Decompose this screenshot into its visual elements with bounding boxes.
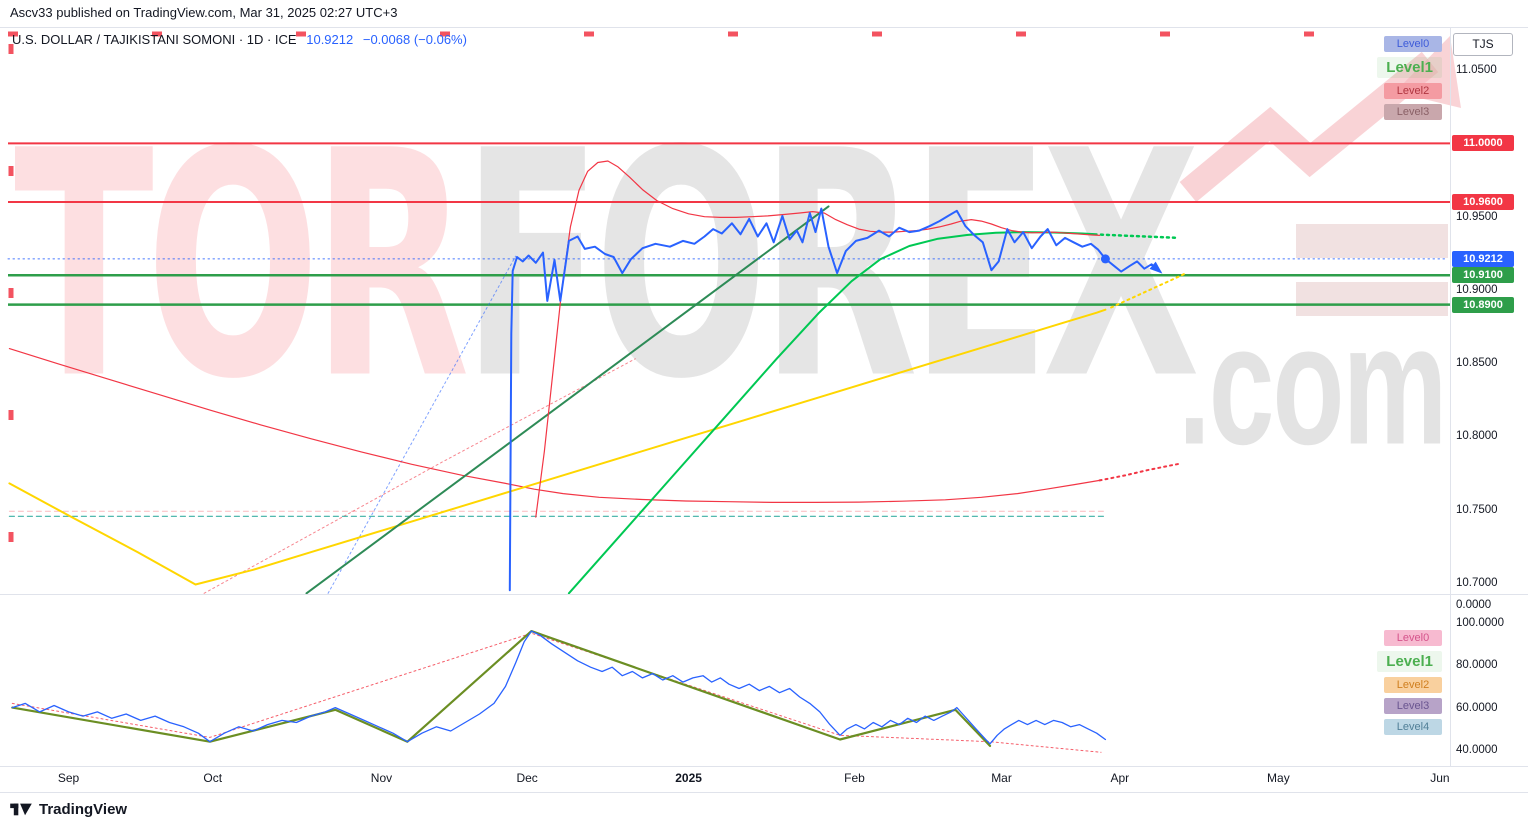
series-osc-dotted-red xyxy=(11,632,1102,753)
price-axis-label: 10.7000 xyxy=(1456,577,1498,589)
series-ma-slow-red xyxy=(8,348,1101,503)
time-axis-label: Oct xyxy=(203,771,223,785)
series-trend-yellow xyxy=(8,308,1107,586)
legend-badge-level1: Level1 xyxy=(1377,651,1442,672)
time-axis-label: Jun xyxy=(1430,771,1450,785)
symbol-title: U.S. DOLLAR / TAJIKISTANI SOMONI · 1D · … xyxy=(12,32,297,47)
price-level-badge: 11.0000 xyxy=(1452,135,1514,152)
legend-badge-level3: Level3 xyxy=(1384,104,1442,120)
time-axis[interactable]: Sep Oct Nov Dec 2025 Feb Mar Apr May Jun xyxy=(0,766,1528,792)
time-axis-label: Nov xyxy=(370,771,393,785)
last-price: 10.9212 xyxy=(306,32,354,47)
price-axis-label: 10.9000 xyxy=(1456,283,1498,296)
legend-badge-level2: Level2 xyxy=(1384,677,1442,693)
legend-badge-level0: Level0 xyxy=(1384,630,1442,646)
time-axis-separator xyxy=(0,766,1528,767)
series-trend-dark-green xyxy=(305,205,830,595)
watermark-bar xyxy=(1296,224,1448,258)
price-change: −0.0068 (−0.06%) xyxy=(362,32,467,47)
footer-separator xyxy=(0,792,1528,793)
series-diag-dotted-blue xyxy=(327,255,517,594)
legend-badge-level4: Level4 xyxy=(1384,719,1442,735)
published-line: Ascv33 published on TradingView.com, Mar… xyxy=(10,5,398,20)
current-price-dot xyxy=(1100,254,1110,264)
series-trend-bright-green-projection xyxy=(1099,233,1181,240)
price-axis-separator xyxy=(1450,27,1451,766)
price-direction-arrow-icon xyxy=(1149,261,1163,274)
series-ma-slow-red-projection xyxy=(1098,462,1182,482)
currency-unit-button[interactable]: TJS xyxy=(1453,33,1513,56)
price-axis-label: 0.0000 xyxy=(1456,598,1492,611)
watermark-suffix: .com xyxy=(1178,289,1447,482)
footer: TradingView xyxy=(0,793,1528,827)
legend-badge-level1: Level1 xyxy=(1377,57,1442,78)
price-axis[interactable]: 11.0500 10.9500 10.9000 10.8500 10.8000 10.75… xyxy=(1450,0,1528,827)
price-axis-label: 40.0000 xyxy=(1456,744,1498,757)
price-axis-label: 10.8500 xyxy=(1456,357,1498,370)
series-trend-yellow-projection xyxy=(1110,272,1186,309)
panel-separator xyxy=(0,594,1528,595)
header-separator xyxy=(0,27,1528,28)
legend-badge-level2: Level2 xyxy=(1384,83,1442,99)
watermark-brand-red: TOR xyxy=(14,86,470,448)
legend-badge-level3: Level3 xyxy=(1384,698,1442,714)
tradingview-logo-text: TradingView xyxy=(39,800,128,818)
symbol-header: U.S. DOLLAR / TAJIKISTANI SOMONI · 1D · … xyxy=(12,32,467,47)
price-axis-label: 11.0500 xyxy=(1456,64,1497,77)
price-axis-label: 10.8000 xyxy=(1456,430,1498,443)
price-axis-label: 60.0000 xyxy=(1456,701,1498,714)
time-axis-label: May xyxy=(1267,771,1290,785)
series-osc-blue xyxy=(11,630,1107,745)
current-price-badge: 10.9212 xyxy=(1452,250,1514,267)
time-axis-label: Feb xyxy=(844,771,865,785)
series-price xyxy=(508,207,1162,592)
watermark-arrow-icon xyxy=(1179,51,1439,203)
time-axis-label: Apr xyxy=(1110,771,1130,785)
price-level-badge: 10.9100 xyxy=(1452,267,1514,284)
series-trend-bright-green xyxy=(567,231,1098,595)
price-axis-label: 10.7500 xyxy=(1456,503,1498,516)
price-level-badge: 10.9600 xyxy=(1452,194,1514,211)
legend-badge-level0: Level0 xyxy=(1384,36,1442,52)
series-ma-fast-red xyxy=(535,160,1101,518)
price-axis-label: 100.0000 xyxy=(1456,616,1504,629)
watermark: TORFOREX .com xyxy=(14,111,1447,471)
watermark-brand: TORFOREX xyxy=(14,111,1200,424)
tradingview-logo-icon xyxy=(10,803,32,816)
price-level-badge: 10.8900 xyxy=(1452,296,1514,313)
price-axis-label: 10.9500 xyxy=(1456,210,1498,223)
main-panel-legend: Level0 Level1 Level2 Level3 xyxy=(1377,36,1442,120)
time-axis-label: 2025 xyxy=(675,771,702,785)
series-diag-dotted-red xyxy=(203,358,636,594)
watermark-bar xyxy=(1296,282,1448,316)
time-axis-label: Sep xyxy=(57,771,80,785)
series-osc-olive-trend xyxy=(11,629,992,748)
watermark-brand-gray: FOREX xyxy=(461,86,1200,448)
lower-panel-legend: Level0 Level1 Level2 Level3 Level4 xyxy=(1377,630,1442,735)
price-axis-label: 80.0000 xyxy=(1456,659,1498,672)
tradingview-logo[interactable]: TradingView xyxy=(10,800,127,818)
time-axis-label: Dec xyxy=(516,771,538,785)
time-axis-label: Mar xyxy=(991,771,1012,785)
